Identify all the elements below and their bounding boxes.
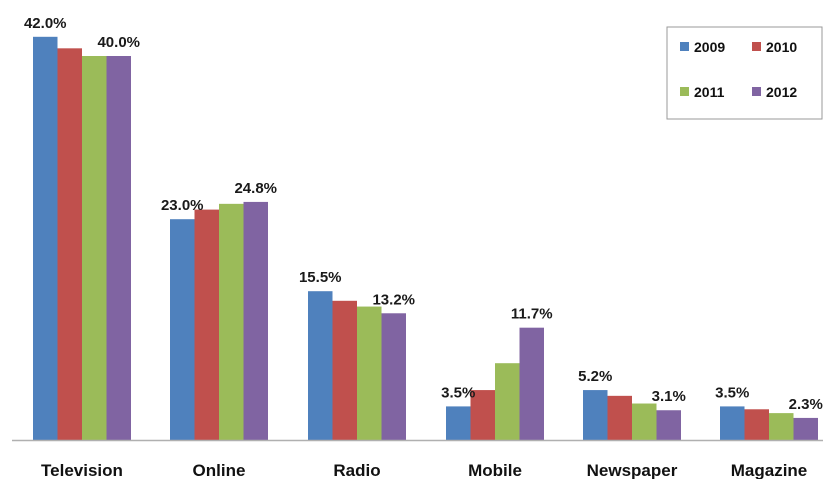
data-label-magazine-2012: 2.3% [789, 396, 823, 413]
bar-online-2009 [170, 219, 195, 440]
bar-mobile-2010 [470, 390, 495, 440]
bar-television-2011 [82, 56, 107, 440]
bar-online-2010 [194, 209, 219, 440]
data-label-online-2012: 24.8% [234, 180, 277, 197]
bar-radio-2011 [357, 306, 382, 440]
bar-online-2012 [243, 201, 268, 440]
legend-swatch-2011 [680, 87, 689, 96]
category-labels-layer: Television Online Radio Mobile Newspaper Maga… [41, 461, 807, 479]
bar-mobile-2011 [495, 363, 520, 440]
bar-newspaper-2012 [656, 410, 681, 440]
data-label-mobile-2012: 11.7% [511, 306, 553, 323]
bar-magazine-2011 [769, 413, 794, 440]
bars-layer [33, 36, 818, 441]
legend-label-2011: 2011 [694, 84, 725, 100]
bar-newspaper-2011 [632, 403, 657, 440]
data-label-online-2009: 23.0% [161, 197, 204, 214]
legend-label-2009: 2009 [694, 39, 725, 55]
bar-mobile-2012 [519, 327, 544, 440]
legend-box [666, 26, 823, 120]
bar-magazine-2012 [793, 417, 818, 440]
category-label-newspaper: Newspaper [587, 461, 678, 479]
data-labels-layer: 42.0% 40.0% 23.0% 24.8% 15.5% 13.2% 3.5% 11.7% 5… [24, 15, 823, 413]
bar-magazine-2009 [720, 406, 745, 440]
bar-magazine-2010 [744, 409, 769, 440]
legend-swatch-2010 [752, 42, 761, 51]
bar-television-2012 [106, 56, 131, 440]
legend-label-2010: 2010 [766, 39, 797, 55]
data-label-television-2009: 42.0% [24, 15, 67, 32]
category-label-television: Television [41, 461, 123, 479]
bar-mobile-2009 [446, 406, 471, 440]
bar-radio-2010 [332, 300, 357, 440]
category-label-online: Online [193, 461, 246, 479]
data-label-magazine-2009: 3.5% [715, 384, 749, 401]
bar-radio-2009 [308, 291, 333, 440]
bar-television-2009 [33, 36, 58, 441]
data-label-radio-2009: 15.5% [299, 269, 342, 286]
data-label-television-2012: 40.0% [97, 34, 140, 51]
bar-online-2011 [219, 203, 244, 440]
data-label-mobile-2009: 3.5% [441, 384, 475, 401]
legend-label-2012: 2012 [766, 84, 797, 100]
data-label-newspaper-2009: 5.2% [578, 368, 612, 385]
data-label-radio-2012: 13.2% [372, 291, 415, 308]
bar-newspaper-2009 [583, 390, 608, 440]
legend-swatch-2009 [680, 42, 689, 51]
bar-newspaper-2010 [607, 395, 632, 440]
bar-radio-2012 [381, 313, 406, 440]
category-label-mobile: Mobile [468, 461, 522, 479]
legend-swatch-2012 [752, 87, 761, 96]
legend: 2009 2010 2011 2012 [666, 26, 823, 120]
category-label-magazine: Magazine [731, 461, 808, 479]
bar-television-2010 [57, 48, 82, 440]
category-label-radio: Radio [333, 461, 380, 479]
data-label-newspaper-2012: 3.1% [652, 388, 686, 405]
